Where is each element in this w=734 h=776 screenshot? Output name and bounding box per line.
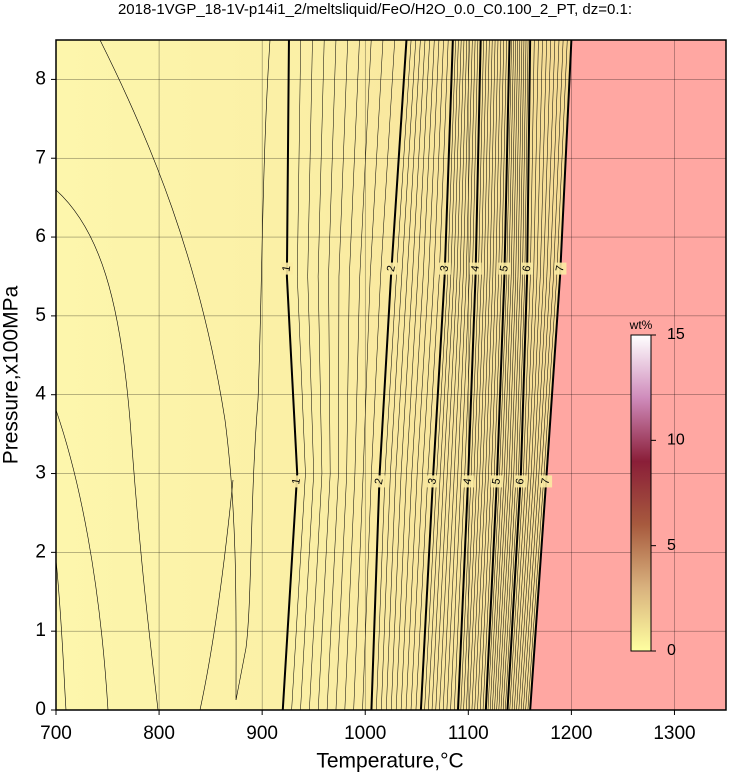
contour-label: 5 <box>490 477 503 485</box>
x-tick-label: 900 <box>246 723 278 744</box>
x-tick-label: 1000 <box>344 723 386 744</box>
contour-label: 7 <box>554 265 567 273</box>
contour-label-bg <box>385 262 398 275</box>
contour-line <box>370 40 408 710</box>
contour-label: 4 <box>469 265 482 273</box>
contour-label: 4 <box>461 477 474 485</box>
x-tick-label: 700 <box>40 723 72 744</box>
minor-contour <box>56 409 109 710</box>
y-tick-label: 7 <box>35 147 46 168</box>
contour-label: 5 <box>498 265 511 273</box>
contour-label-bg <box>461 475 474 488</box>
y-tick-label: 4 <box>35 384 46 405</box>
colorbar-tick-label: 0 <box>667 642 676 659</box>
contour-label: 2 <box>385 265 398 273</box>
contour-label-bg <box>490 475 503 488</box>
chart-title: 2018-1VGP_18-1V-p14i1_2/meltsliquid/FeO/… <box>118 1 632 18</box>
contour-label: 2 <box>373 477 386 485</box>
contour-label-bg <box>290 475 303 488</box>
x-tick-label: 1200 <box>550 723 592 744</box>
x-tick-label: 800 <box>143 723 175 744</box>
x-axis-label: Temperature,°C <box>316 750 463 773</box>
contour-line <box>529 40 573 710</box>
contour-label-bg <box>554 262 567 275</box>
contour-label: 6 <box>521 265 534 273</box>
y-tick-label: 3 <box>35 463 46 484</box>
contour-label: 1 <box>280 265 293 273</box>
colorbar-tick-label: 5 <box>667 537 676 554</box>
y-tick-label: 2 <box>35 541 46 562</box>
contour-label: 6 <box>514 477 527 485</box>
contour-label-bg <box>426 475 439 488</box>
contour-label-bg <box>514 475 527 488</box>
minor-contour <box>199 479 234 710</box>
contour-label: 1 <box>290 477 303 485</box>
minor-contour <box>56 189 159 710</box>
x-tick-label: 1100 <box>448 723 489 744</box>
contour-label-bg <box>498 262 511 275</box>
contour-label-bg <box>521 262 534 275</box>
minor-contour <box>56 559 67 710</box>
y-tick-label: 0 <box>35 699 46 720</box>
colorbar-label: wt% <box>629 318 653 332</box>
contour-line <box>506 40 532 710</box>
colorbar-tick-label: 10 <box>667 432 685 449</box>
y-tick-label: 8 <box>35 68 46 89</box>
colorbar-tick-label: 15 <box>667 326 685 343</box>
minor-contour <box>99 40 271 701</box>
contour-label-bg <box>373 475 386 488</box>
region-fill <box>530 40 726 710</box>
y-tick-label: 6 <box>35 226 46 247</box>
minor-contours <box>56 40 271 710</box>
contour-label: 3 <box>438 265 451 273</box>
y-axis-label: Pressure,x100MPa <box>0 285 23 464</box>
contour-label: 3 <box>426 477 439 485</box>
y-tick-label: 1 <box>35 620 46 641</box>
plot-frame <box>55 39 727 711</box>
contour-line <box>281 40 299 710</box>
x-tick-label: 1300 <box>653 723 695 744</box>
contour-line <box>484 40 511 710</box>
contour-line <box>457 40 482 710</box>
colorbar <box>630 334 652 652</box>
contour-label-bg <box>280 262 293 275</box>
contour-label-bg <box>540 475 553 488</box>
contour-label: 7 <box>540 477 553 485</box>
contour-label-bg <box>469 262 482 275</box>
y-tick-label: 5 <box>35 305 46 326</box>
contour-line <box>419 40 454 710</box>
contour-label-bg <box>438 262 451 275</box>
